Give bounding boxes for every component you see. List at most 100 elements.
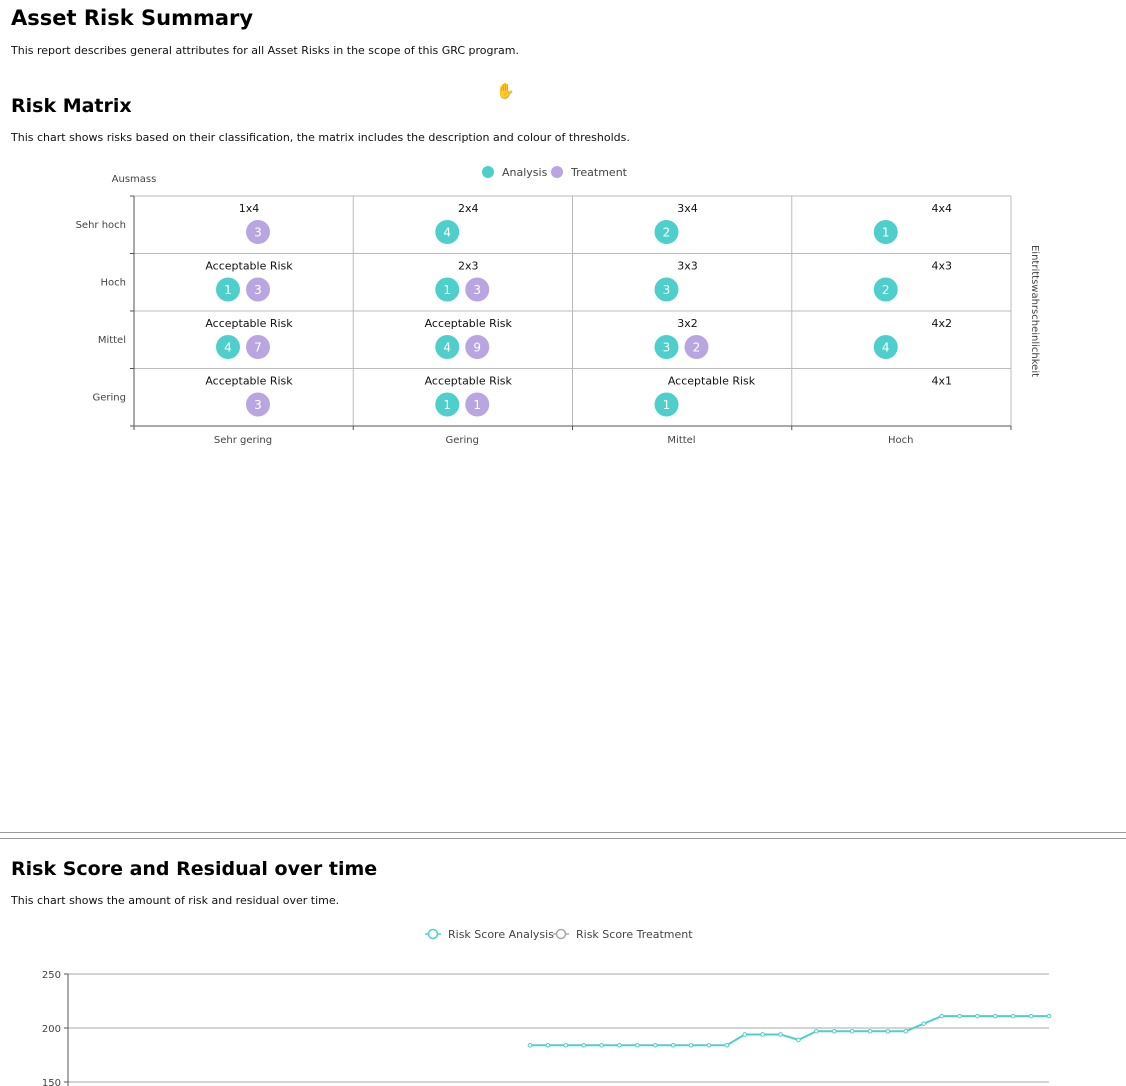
treatment-bubble[interactable] — [684, 335, 709, 359]
data-point[interactable] — [545, 1042, 551, 1048]
legend-analysis-swatch — [482, 166, 494, 178]
risk-matrix-title: Risk Matrix — [11, 95, 132, 117]
x-tick-label: Sehr gering — [214, 435, 272, 446]
hand-cursor-icon: ✋ — [496, 82, 515, 100]
y-tick-label: 200 — [42, 1024, 61, 1035]
analysis-count: 1 — [663, 398, 671, 412]
data-point[interactable] — [670, 1042, 676, 1048]
treatment-bubble[interactable] — [246, 277, 270, 302]
data-point[interactable] — [867, 1028, 873, 1034]
analysis-bubble[interactable] — [654, 277, 679, 302]
x-tick-label: Hoch — [888, 435, 913, 446]
data-point[interactable] — [617, 1042, 622, 1048]
data-point[interactable] — [724, 1042, 730, 1048]
data-point[interactable] — [706, 1042, 712, 1048]
treatment-bubble[interactable] — [246, 220, 270, 244]
analysis-bubble[interactable] — [873, 277, 898, 302]
analysis-bubble[interactable] — [435, 277, 460, 302]
treatment-bubble[interactable] — [465, 277, 490, 302]
matrix-cell: Acceptable Risk 1 3 — [205, 260, 293, 302]
matrix-cell: Acceptable Risk 4 7 — [205, 317, 293, 359]
cell-label: 4x3 — [931, 260, 952, 273]
matrix-cell: 4x1 — [931, 375, 952, 388]
data-point[interactable] — [635, 1042, 640, 1048]
matrix-cell: 4x4 1 — [873, 202, 952, 244]
data-point[interactable] — [885, 1028, 891, 1034]
legend-analysis-marker — [427, 928, 439, 940]
analysis-count: 3 — [663, 283, 671, 297]
data-point[interactable] — [527, 1042, 533, 1048]
timeline-description: This chart shows the amount of risk and … — [11, 894, 340, 907]
matrix-cell: 1x4 3 — [239, 202, 270, 244]
data-point[interactable] — [849, 1028, 855, 1034]
data-point[interactable] — [760, 1032, 765, 1037]
cell-label: 2x3 — [458, 260, 479, 273]
treatment-bubble[interactable] — [465, 392, 490, 417]
data-point[interactable] — [1028, 1013, 1034, 1019]
analysis-bubble[interactable] — [216, 277, 240, 302]
treatment-bubble[interactable] — [465, 335, 490, 359]
section-divider — [0, 838, 1126, 839]
data-point[interactable] — [1046, 1013, 1052, 1019]
matrix-cell: 3x2 3 2 — [654, 317, 709, 359]
data-point[interactable] — [831, 1028, 837, 1034]
cell-label: 4x2 — [931, 317, 952, 330]
data-point[interactable] — [975, 1013, 980, 1019]
data-point[interactable] — [814, 1028, 819, 1034]
cell-label: 3x2 — [677, 317, 698, 330]
analysis-count: 3 — [663, 341, 671, 355]
data-point[interactable] — [796, 1037, 801, 1043]
data-point[interactable] — [903, 1028, 909, 1034]
matrix-legend: Analysis Treatment — [482, 166, 628, 179]
analysis-bubble[interactable] — [654, 392, 679, 417]
treatment-count: 9 — [473, 341, 481, 355]
analysis-bubble[interactable] — [435, 220, 460, 244]
analysis-bubble[interactable] — [654, 335, 679, 359]
data-point[interactable] — [599, 1042, 604, 1048]
matrix-grid — [130, 195, 1012, 430]
matrix-cell: 3x3 3 — [654, 260, 698, 302]
analysis-bubble[interactable] — [435, 392, 460, 417]
analysis-bubble[interactable] — [654, 220, 679, 244]
risk-score-timeline-chart: Risk Score Analysis Risk Score Treatment 1… — [42, 928, 1052, 1086]
data-point[interactable] — [957, 1013, 962, 1019]
analysis-bubble[interactable] — [873, 220, 898, 244]
treatment-count: 3 — [254, 226, 262, 240]
analysis-count: 1 — [224, 283, 232, 297]
analysis-count: 2 — [663, 226, 671, 240]
y-tick-label: 250 — [42, 970, 61, 981]
treatment-bubble[interactable] — [246, 335, 270, 359]
legend-treatment-swatch — [551, 166, 563, 178]
legend-treatment-label: Risk Score Treatment — [576, 928, 693, 941]
cell-label: Acceptable Risk — [205, 260, 293, 273]
analysis-count: 1 — [882, 226, 890, 240]
data-point[interactable] — [939, 1013, 944, 1019]
page-title: Asset Risk Summary — [11, 6, 254, 30]
legend-treatment-marker — [555, 928, 567, 940]
data-point[interactable] — [652, 1042, 658, 1048]
analysis-bubble[interactable] — [216, 335, 240, 359]
data-point[interactable] — [688, 1042, 694, 1048]
data-point[interactable] — [581, 1042, 586, 1048]
data-point[interactable] — [563, 1042, 569, 1048]
data-point[interactable] — [742, 1032, 748, 1037]
data-point[interactable] — [993, 1013, 998, 1019]
treatment-count: 3 — [473, 283, 481, 297]
data-point[interactable] — [778, 1032, 783, 1037]
analysis-bubble[interactable] — [873, 335, 898, 359]
analysis-count: 4 — [443, 226, 451, 240]
treatment-bubble[interactable] — [246, 392, 270, 417]
y-tick-label: Mittel — [98, 335, 126, 346]
cell-label: Acceptable Risk — [668, 375, 756, 388]
matrix-cell: 4x3 2 — [873, 260, 952, 302]
analysis-count: 4 — [443, 341, 451, 355]
data-point[interactable] — [1010, 1013, 1016, 1019]
x-axis-title: Eintrittswahrscheinlichkeit — [1029, 245, 1040, 377]
y-tick-label: Sehr hoch — [76, 220, 126, 231]
data-point[interactable] — [921, 1021, 927, 1026]
matrix-cell: Acceptable Risk 1 — [654, 375, 756, 417]
analysis-count: 4 — [882, 341, 890, 355]
y-tick-label: 150 — [42, 1078, 61, 1086]
analysis-bubble[interactable] — [435, 335, 460, 359]
cell-label: 2x4 — [458, 202, 479, 215]
